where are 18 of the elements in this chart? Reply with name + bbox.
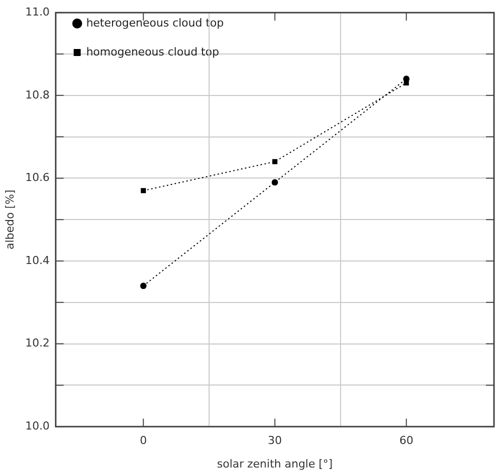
- point: [272, 179, 278, 186]
- y-tick-label: 10.8: [25, 88, 50, 102]
- point: [140, 188, 146, 194]
- x-tick-label: 0: [140, 434, 147, 448]
- y-tick-label: 11.0: [25, 5, 50, 18]
- y-tick-label: 10.6: [25, 171, 50, 184]
- y-tick-label: 10.2: [25, 336, 50, 350]
- x-axis-title: solar zenith angle [°]: [216, 457, 333, 470]
- y-tick-label: 10.0: [25, 419, 50, 432]
- point: [272, 159, 278, 164]
- y-tick-label: 10.4: [25, 254, 50, 267]
- y-axis-title: albedo [%]: [3, 190, 16, 250]
- point: [403, 76, 410, 82]
- x-tick-label: 30: [268, 434, 282, 448]
- legend-label: homogeneous cloud top: [86, 45, 220, 58]
- legend-label: heterogeneous cloud top: [86, 16, 224, 30]
- x-tick-label: 60: [399, 434, 414, 448]
- point: [140, 282, 147, 290]
